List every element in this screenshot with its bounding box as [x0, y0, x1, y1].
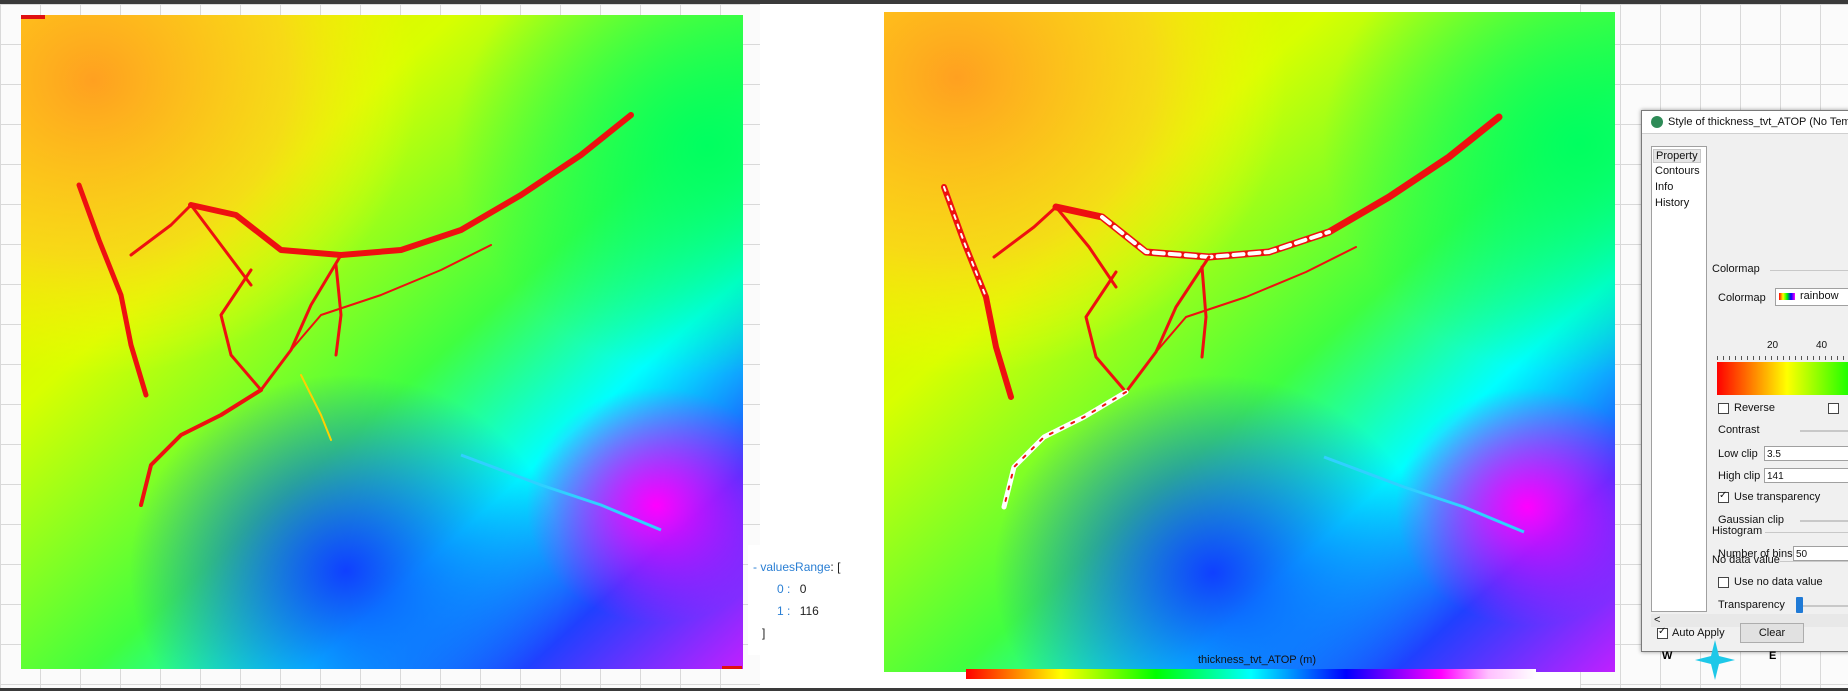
- colormap-select[interactable]: rainbow: [1775, 288, 1848, 306]
- use-transparency-checkbox[interactable]: [1718, 490, 1729, 503]
- json-value: 0: [799, 582, 807, 596]
- high-clip-input[interactable]: 141: [1764, 468, 1848, 483]
- json-bracket-open: : [: [830, 560, 841, 574]
- legend-colorbar: [966, 669, 1536, 679]
- colormap-tick-label: 40: [1816, 340, 1828, 351]
- gaussian-clip-slider[interactable]: [1800, 520, 1848, 522]
- use-no-data-label: Use no data value: [1734, 576, 1823, 588]
- legend-title: thickness_tvt_ATOP (m): [1198, 654, 1316, 666]
- json-value: 116: [799, 604, 819, 618]
- tab-property[interactable]: Property: [1653, 149, 1701, 163]
- bottom-border: [0, 688, 1848, 691]
- reverse-checkbox[interactable]: [1718, 403, 1729, 414]
- histogram-section-title: Histogram: [1712, 525, 1763, 537]
- map-view-left[interactable]: [21, 15, 743, 669]
- json-index: 1 :: [777, 604, 791, 618]
- tab-contours[interactable]: Contours: [1655, 165, 1700, 177]
- map-view-right[interactable]: [884, 12, 1615, 672]
- colormap-ticks: [1717, 352, 1848, 360]
- section-divider: [1765, 532, 1848, 533]
- collapse-toggle[interactable]: -: [753, 560, 757, 574]
- json-bracket-close: ]: [762, 626, 766, 640]
- section-divider: [1770, 270, 1848, 271]
- style-dialog[interactable]: Style of thickness_tvt_ATOP (No Templat …: [1641, 110, 1848, 652]
- tab-history[interactable]: History: [1655, 197, 1690, 209]
- json-row: 1 : 116: [777, 604, 819, 618]
- transparency-slider-track: [1798, 605, 1848, 607]
- low-clip-input[interactable]: 3.5: [1764, 446, 1848, 461]
- dialog-titlebar[interactable]: Style of thickness_tvt_ATOP (No Templat: [1642, 111, 1848, 134]
- use-no-data-checkbox[interactable]: [1718, 577, 1729, 588]
- scroll-left-arrow[interactable]: <: [1654, 614, 1661, 626]
- colormap-tick-label: 20: [1767, 340, 1779, 351]
- property-panel: Colormap Colormap rainbow 20 40 Reverse …: [1712, 133, 1848, 623]
- colormap-preview: [1717, 362, 1848, 395]
- json-inspector: - valuesRange: [ 0 : 0 1 : 116 ]: [748, 545, 878, 655]
- no-data-section-title: No data value: [1712, 554, 1780, 566]
- use-transparency-label: Use transparency: [1734, 491, 1821, 503]
- option-checkbox[interactable]: [1828, 403, 1839, 414]
- transparency-label: Transparency: [1718, 599, 1785, 611]
- colormap-value: rainbow: [1800, 290, 1839, 302]
- contrast-slider[interactable]: [1800, 430, 1848, 432]
- auto-apply-label: Auto Apply: [1672, 627, 1725, 639]
- auto-apply-checkbox[interactable]: [1657, 626, 1668, 639]
- bins-input[interactable]: 50: [1793, 546, 1848, 561]
- low-clip-label: Low clip: [1718, 448, 1758, 460]
- reverse-label: Reverse: [1734, 402, 1775, 414]
- transparency-slider-thumb[interactable]: [1796, 597, 1803, 613]
- section-divider: [1780, 561, 1848, 562]
- compass-star-icon: [1695, 640, 1735, 680]
- contrast-label: Contrast: [1718, 424, 1760, 436]
- gaussian-clip-label: Gaussian clip: [1718, 514, 1785, 526]
- top-border: [0, 0, 1848, 4]
- map-corner-marker: [722, 666, 742, 669]
- colormap-label: Colormap: [1718, 292, 1766, 304]
- colormap-swatch: [1779, 293, 1795, 300]
- dialog-title: Style of thickness_tvt_ATOP (No Templat: [1668, 116, 1848, 128]
- json-row-values-range[interactable]: - valuesRange: [: [753, 560, 840, 574]
- json-row: 0 : 0: [777, 582, 806, 596]
- bins-label: Number of bins: [1718, 548, 1793, 560]
- json-index: 0 :: [777, 582, 791, 596]
- app-icon: [1651, 116, 1663, 128]
- tab-info[interactable]: Info: [1655, 181, 1674, 193]
- json-key: valuesRange: [760, 560, 831, 574]
- clear-button[interactable]: Clear: [1740, 623, 1804, 643]
- colormap-section-title: Colormap: [1712, 263, 1760, 275]
- high-clip-label: High clip: [1718, 470, 1761, 482]
- compass-west-label: W: [1662, 650, 1673, 662]
- map-corner-marker: [21, 15, 45, 19]
- compass-east-label: E: [1769, 650, 1777, 662]
- dialog-tab-list: Property Contours Info History: [1651, 146, 1707, 612]
